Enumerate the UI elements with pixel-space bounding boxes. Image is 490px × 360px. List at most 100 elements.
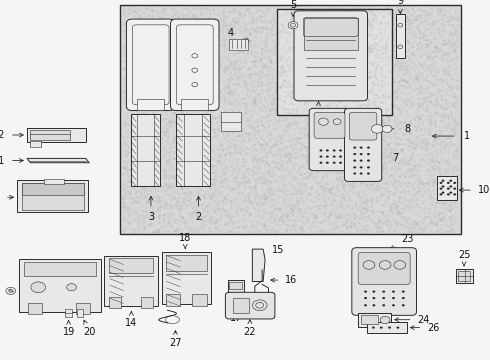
Point (188, 118, 196, 124)
Point (219, 16, 227, 22)
Point (133, 225, 141, 230)
Point (176, 6, 184, 12)
Circle shape (326, 162, 329, 164)
Point (328, 5, 336, 10)
Point (223, 185, 231, 191)
Point (207, 229, 215, 234)
Point (358, 144, 366, 149)
Point (153, 229, 161, 235)
Point (353, 39, 361, 45)
Point (420, 198, 428, 204)
Point (212, 226, 220, 232)
Point (250, 97, 258, 103)
Point (405, 160, 413, 166)
Point (177, 126, 185, 131)
Point (367, 21, 374, 27)
Point (344, 9, 352, 15)
Point (161, 83, 169, 89)
Point (298, 71, 306, 76)
Point (151, 35, 159, 41)
Point (287, 142, 294, 148)
Point (257, 90, 265, 96)
Point (250, 62, 258, 67)
Point (211, 82, 219, 88)
Point (384, 108, 392, 114)
Point (263, 150, 271, 156)
Point (181, 206, 189, 211)
Point (256, 55, 264, 60)
Point (438, 55, 445, 60)
Point (188, 54, 196, 60)
Point (405, 173, 413, 179)
Point (382, 180, 390, 185)
Point (301, 73, 309, 79)
Point (344, 86, 352, 91)
Point (351, 138, 359, 144)
Point (252, 188, 260, 194)
Point (363, 163, 370, 169)
Point (321, 50, 329, 55)
Point (202, 30, 210, 36)
Point (175, 81, 183, 86)
Point (325, 54, 333, 60)
Point (270, 106, 277, 112)
Point (322, 112, 330, 118)
Point (412, 42, 420, 48)
Point (301, 15, 309, 21)
Point (208, 54, 216, 60)
Point (164, 157, 172, 162)
Point (321, 184, 329, 190)
Point (302, 23, 310, 29)
Point (375, 43, 383, 49)
Point (306, 131, 314, 136)
Point (297, 228, 305, 234)
Point (308, 83, 316, 89)
Point (365, 119, 373, 125)
Point (180, 153, 188, 158)
Point (359, 180, 367, 185)
Point (322, 131, 330, 137)
Point (418, 48, 426, 54)
Point (419, 207, 427, 212)
Point (383, 221, 391, 227)
Point (209, 181, 217, 187)
Point (179, 19, 187, 24)
Point (390, 44, 397, 49)
Point (159, 86, 167, 92)
Point (210, 180, 218, 186)
Point (283, 213, 291, 219)
Point (154, 81, 162, 86)
Point (377, 27, 385, 33)
Point (196, 42, 203, 48)
Point (127, 137, 135, 143)
Point (394, 68, 402, 74)
Point (200, 105, 208, 111)
Point (280, 49, 288, 54)
Bar (458, 271, 470, 281)
Point (444, 224, 452, 230)
Point (222, 193, 230, 199)
Point (443, 135, 451, 140)
Point (303, 23, 311, 29)
Point (357, 86, 365, 91)
Point (434, 159, 441, 165)
Point (251, 206, 259, 212)
Point (345, 99, 353, 105)
Point (189, 181, 197, 187)
Point (371, 138, 379, 144)
Point (342, 11, 350, 17)
Point (363, 98, 371, 104)
Point (276, 78, 284, 84)
Point (336, 46, 344, 52)
Point (326, 20, 334, 26)
Point (333, 61, 341, 67)
Bar (76, 303, 90, 314)
Point (305, 125, 313, 131)
Point (119, 170, 127, 176)
Point (285, 44, 293, 50)
Point (119, 158, 127, 164)
Point (322, 32, 330, 38)
Point (165, 229, 173, 234)
Point (276, 153, 284, 159)
Point (366, 114, 374, 120)
